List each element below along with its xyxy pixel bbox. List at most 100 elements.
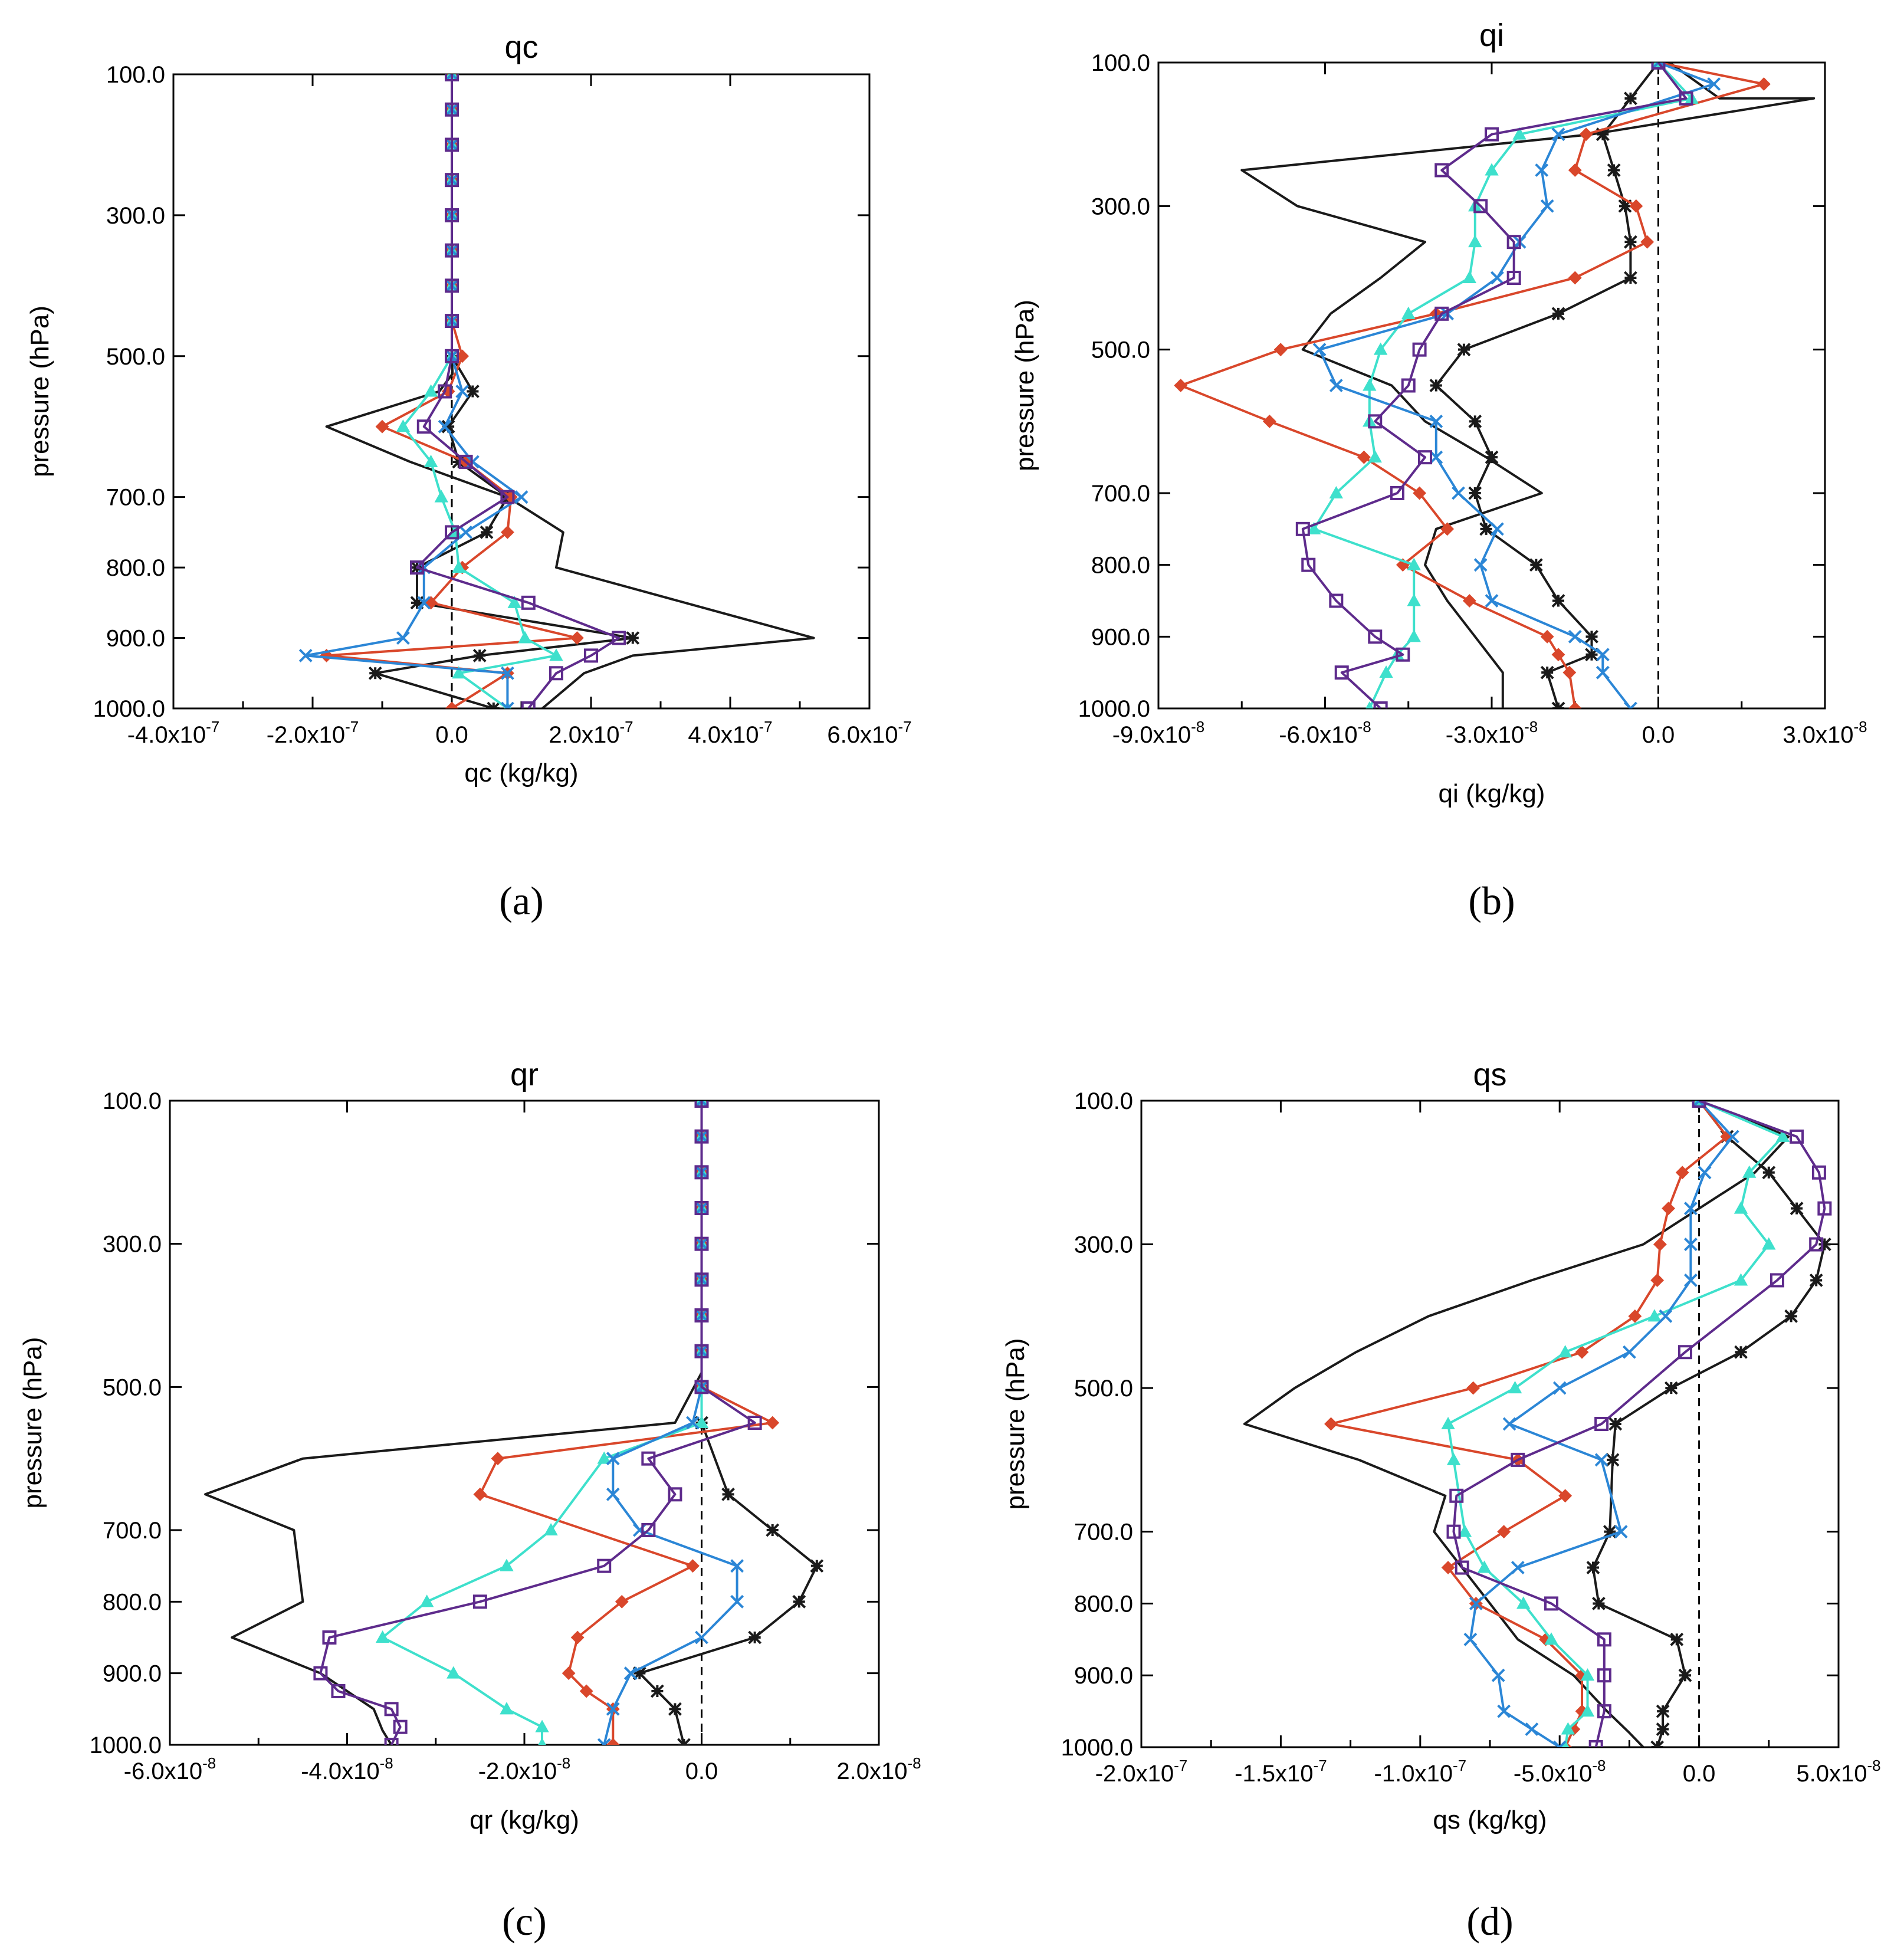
data-point-purple-square [1449, 1488, 1464, 1503]
data-point-cyan-triangle [1734, 1201, 1748, 1214]
data-point-cyan-triangle [1441, 1416, 1455, 1429]
data-point-purple-square [521, 595, 536, 610]
data-point-purple-square [1418, 450, 1432, 465]
data-point-blue-cross [730, 1559, 744, 1573]
data-point-black-star [1540, 665, 1554, 680]
data-point-purple-square [747, 1416, 762, 1430]
data-point-black-star [1606, 1453, 1620, 1467]
data-point-purple-square [1434, 306, 1449, 321]
data-point-purple-square [694, 1308, 709, 1322]
data-point-purple-square [445, 314, 459, 329]
y-tick-label: 500.0 [1074, 1376, 1133, 1402]
x-tick-label: -2.0x10-8 [478, 1754, 571, 1784]
data-point-purple-square [694, 1272, 709, 1287]
data-point-black-star [1585, 648, 1598, 662]
data-point-black-star [1603, 1525, 1617, 1539]
data-point-cyan-triangle [1647, 1309, 1662, 1322]
data-point-red-diamond [1324, 1417, 1338, 1431]
data-point-purple-square [445, 74, 459, 81]
data-point-blue-cross [1596, 665, 1610, 680]
data-point-red-diamond [1653, 1238, 1667, 1251]
data-point-purple-square [1434, 163, 1449, 178]
data-point-black-star [1817, 1238, 1831, 1251]
series-line-purple-square [319, 1101, 756, 1745]
series-line-black-plain [204, 1101, 703, 1745]
data-point-blue-cross [1429, 414, 1443, 428]
data-point-blue-cross [1659, 1309, 1673, 1323]
data-point-red-diamond [1568, 701, 1582, 708]
y-tick-label: 1000.0 [93, 696, 165, 722]
data-point-black-star [1734, 1345, 1748, 1359]
data-point-blue-cross [606, 1702, 620, 1716]
data-point-black-star [1585, 629, 1598, 644]
data-point-blue-cross [1540, 199, 1554, 213]
data-point-black-star [1586, 1561, 1600, 1574]
x-tick-label: 0.0 [1642, 722, 1675, 748]
data-point-purple-square [445, 525, 459, 540]
data-point-blue-cross [455, 385, 470, 398]
data-point-purple-square [1301, 557, 1316, 572]
data-point-black-star [1485, 450, 1499, 464]
x-tick-label: 0.0 [685, 1758, 718, 1784]
data-point-black-star [1608, 1417, 1623, 1431]
data-point-blue-cross [1535, 163, 1549, 177]
data-point-cyan-triangle [1512, 127, 1527, 140]
panel-label: (b) [1468, 878, 1515, 923]
data-point-cyan-triangle [1407, 629, 1421, 642]
x-tick-label: -9.0x10-8 [1112, 718, 1205, 748]
data-point-purple-square [549, 666, 563, 681]
y-tick-label: 500.0 [103, 1374, 162, 1400]
data-point-blue-cross [695, 1101, 708, 1108]
y-tick-label: 800.0 [106, 555, 165, 581]
data-point-red-diamond [579, 1684, 593, 1698]
data-point-red-diamond [570, 1630, 585, 1645]
data-point-cyan-triangle [507, 595, 521, 608]
data-point-cyan-triangle [1508, 1381, 1522, 1394]
data-point-purple-square [1473, 199, 1488, 214]
data-point-blue-cross [1469, 1597, 1483, 1610]
series-line-red-diamond [1329, 1101, 1728, 1747]
data-point-purple-square [1368, 629, 1383, 644]
data-point-cyan-triangle [518, 631, 532, 644]
data-point-red-diamond [1441, 1561, 1455, 1574]
data-point-purple-square [694, 1236, 709, 1251]
data-point-purple-square [1455, 1560, 1469, 1575]
data-point-blue-cross [695, 1630, 708, 1645]
data-point-black-star [410, 596, 424, 610]
data-point-cyan-triangle [452, 560, 466, 573]
data-point-purple-square [1295, 521, 1310, 536]
data-point-black-star [1551, 701, 1565, 708]
x-tick-label: 4.0x10-7 [688, 718, 772, 748]
x-tick-label: -4.0x10-7 [127, 718, 220, 748]
data-point-cyan-triangle [1762, 1237, 1776, 1250]
data-point-red-diamond [570, 631, 584, 645]
y-tick-label: 900.0 [106, 626, 165, 652]
data-point-cyan-triangle [1580, 1704, 1595, 1717]
data-point-purple-square [438, 384, 452, 399]
plot-frame [172, 73, 871, 710]
data-point-purple-square [445, 137, 459, 152]
x-tick-label: -4.0x10-8 [301, 1754, 393, 1784]
series-line-red-diamond [478, 1101, 774, 1745]
data-point-red-diamond [1568, 163, 1582, 177]
data-point-red-diamond [1174, 379, 1188, 392]
data-point-cyan-triangle [420, 1594, 434, 1607]
data-point-red-diamond [1413, 486, 1426, 500]
data-point-cyan-triangle [424, 454, 438, 467]
y-tick-label: 900.0 [1074, 1663, 1133, 1689]
data-point-purple-square [694, 1165, 709, 1180]
x-tick-label: 2.0x10-7 [549, 718, 633, 748]
data-point-blue-cross [1568, 629, 1582, 644]
data-point-red-diamond [1262, 414, 1276, 428]
data-point-purple-square [1588, 1740, 1603, 1747]
data-point-black-star [1624, 91, 1637, 106]
y-tick-label: 300.0 [103, 1232, 162, 1258]
y-axis-title: pressure (hPa) [18, 1337, 47, 1508]
y-tick-label: 100.0 [106, 62, 165, 88]
data-point-cyan-triangle [1468, 235, 1482, 248]
data-point-purple-square [445, 208, 459, 222]
data-point-black-star [1790, 1202, 1804, 1216]
data-point-blue-cross [1312, 343, 1327, 357]
x-tick-label: 5.0x10-8 [1796, 1757, 1880, 1787]
data-point-purple-square [694, 1380, 709, 1394]
